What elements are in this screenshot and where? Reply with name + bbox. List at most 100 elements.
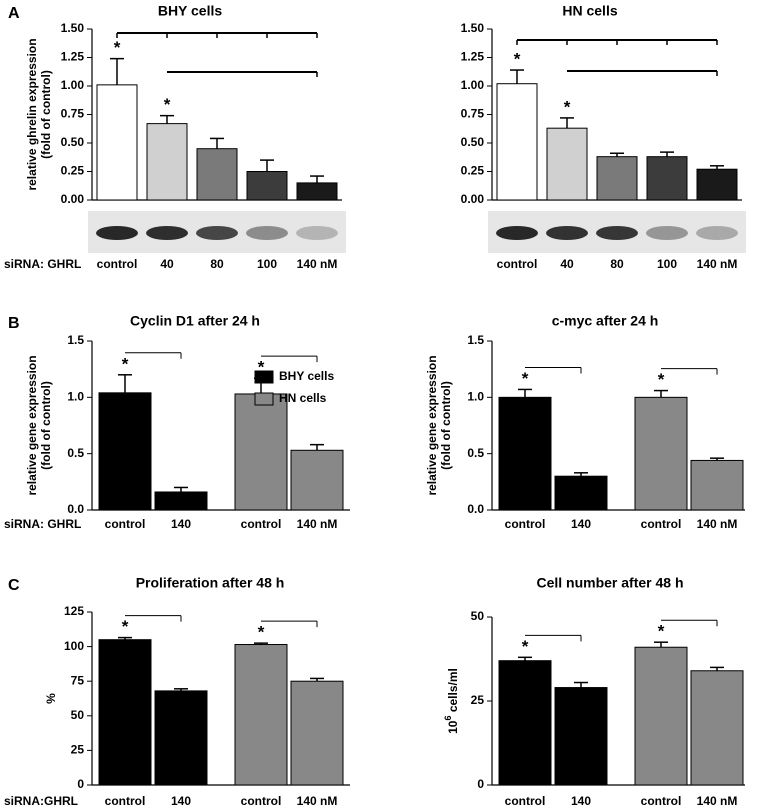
x-tick-label: control bbox=[505, 794, 546, 808]
significance-star: * bbox=[658, 370, 665, 389]
blot-band bbox=[596, 226, 638, 240]
panel-letter: B bbox=[8, 315, 20, 332]
y-axis-label: relative ghrelin expression bbox=[25, 38, 39, 190]
y-tick-label: 1.00 bbox=[461, 78, 485, 92]
bar bbox=[290, 449, 344, 511]
bar bbox=[234, 644, 288, 786]
y-tick-label: 1.00 bbox=[61, 78, 85, 92]
significance-star: * bbox=[258, 358, 265, 377]
bar bbox=[690, 670, 744, 786]
significance-star: * bbox=[258, 623, 265, 642]
legend-swatch bbox=[254, 392, 274, 406]
significance-star: * bbox=[122, 617, 129, 636]
x-tick-label: 80 bbox=[210, 257, 224, 271]
y-tick-label: 0 bbox=[77, 777, 84, 791]
x-tick-label: 100 bbox=[657, 257, 677, 271]
x-tick-label: control bbox=[641, 794, 682, 808]
y-tick-label: 25 bbox=[471, 693, 485, 707]
significance-star: * bbox=[658, 622, 665, 641]
significance-star: * bbox=[164, 95, 171, 114]
y-axis-label: relative gene expression bbox=[425, 355, 439, 495]
bar bbox=[98, 639, 152, 786]
x-tick-label: control bbox=[497, 257, 538, 271]
y-axis-label-sup: 6 bbox=[443, 716, 453, 721]
y-tick-label: 125 bbox=[64, 604, 84, 618]
bar bbox=[196, 148, 238, 201]
y-tick-label: 25 bbox=[71, 743, 85, 757]
chart-title: Cell number after 48 h bbox=[536, 575, 683, 591]
x-prefix-label: siRNA: GHRL bbox=[4, 517, 81, 531]
y-tick-label: 0.00 bbox=[61, 192, 85, 206]
x-tick-label: 140 nM bbox=[697, 794, 738, 808]
x-tick-label: 40 bbox=[160, 257, 174, 271]
bar bbox=[146, 123, 188, 201]
y-tick-label: 0.75 bbox=[61, 107, 85, 121]
chart-title: Cyclin D1 after 24 h bbox=[130, 313, 260, 329]
x-tick-label: control bbox=[105, 517, 146, 531]
blot-band bbox=[546, 226, 588, 240]
significance-star: * bbox=[122, 354, 129, 373]
x-prefix-label: siRNA:GHRL bbox=[4, 794, 78, 808]
x-tick-label: 140 bbox=[171, 794, 191, 808]
bar bbox=[646, 156, 688, 201]
bar bbox=[96, 84, 138, 201]
x-tick-label: control bbox=[241, 794, 282, 808]
x-tick-label: control bbox=[241, 517, 282, 531]
bar bbox=[498, 396, 552, 511]
y-axis-label: (fold of control) bbox=[439, 381, 453, 470]
significance-star: * bbox=[564, 97, 571, 116]
y-tick-label: 1.25 bbox=[61, 50, 85, 64]
x-tick-label: 140 nM bbox=[697, 257, 738, 271]
y-tick-label: 0.5 bbox=[467, 446, 484, 460]
x-tick-label: 140 nM bbox=[697, 517, 738, 531]
y-tick-label: 0.25 bbox=[61, 164, 85, 178]
x-tick-label: control bbox=[105, 794, 146, 808]
y-tick-label: 0.5 bbox=[67, 446, 84, 460]
y-tick-label: 0.50 bbox=[61, 135, 85, 149]
bar bbox=[296, 182, 338, 201]
x-tick-label: control bbox=[97, 257, 138, 271]
y-axis-label: relative gene expression bbox=[25, 355, 39, 495]
bar bbox=[234, 393, 288, 511]
x-tick-label: 140 nM bbox=[297, 794, 338, 808]
x-tick-label: control bbox=[641, 517, 682, 531]
y-tick-label: 50 bbox=[71, 708, 85, 722]
y-tick-label: 100 bbox=[64, 639, 84, 653]
y-tick-label: 0.50 bbox=[461, 135, 485, 149]
y-tick-label: 1.0 bbox=[467, 390, 484, 404]
x-tick-label: control bbox=[505, 517, 546, 531]
legend-swatch bbox=[254, 370, 274, 384]
x-tick-label: 80 bbox=[610, 257, 624, 271]
chart-title: BHY cells bbox=[158, 3, 223, 19]
bar bbox=[634, 646, 688, 786]
bar bbox=[496, 83, 538, 201]
blot-band bbox=[246, 226, 288, 240]
significance-star: * bbox=[514, 50, 521, 69]
bar bbox=[98, 392, 152, 511]
y-tick-label: 1.50 bbox=[461, 21, 485, 35]
bar bbox=[696, 168, 738, 201]
chart-title: HN cells bbox=[562, 3, 617, 19]
y-tick-label: 0.00 bbox=[461, 192, 485, 206]
blot-band bbox=[296, 226, 338, 240]
blot-band bbox=[146, 226, 188, 240]
y-tick-label: 0 bbox=[477, 777, 484, 791]
y-tick-label: 0.25 bbox=[461, 164, 485, 178]
x-tick-label: 140 nM bbox=[297, 517, 338, 531]
y-tick-label: 75 bbox=[71, 673, 85, 687]
significance-star: * bbox=[522, 637, 529, 656]
bar bbox=[554, 687, 608, 786]
x-prefix-label: siRNA: GHRL bbox=[4, 257, 81, 271]
x-tick-label: 140 bbox=[571, 517, 591, 531]
y-axis-label: (fold of control) bbox=[39, 70, 53, 159]
bar bbox=[290, 680, 344, 786]
y-axis-label-rest: cells/ml bbox=[446, 668, 460, 715]
y-axis-label: % bbox=[44, 693, 58, 704]
bar bbox=[154, 690, 208, 786]
x-tick-label: 140 bbox=[571, 794, 591, 808]
y-axis-label: 106 cells/ml bbox=[443, 668, 460, 734]
chart-title: c-myc after 24 h bbox=[552, 313, 659, 329]
blot-band bbox=[496, 226, 538, 240]
panel-letter: A bbox=[8, 5, 20, 22]
